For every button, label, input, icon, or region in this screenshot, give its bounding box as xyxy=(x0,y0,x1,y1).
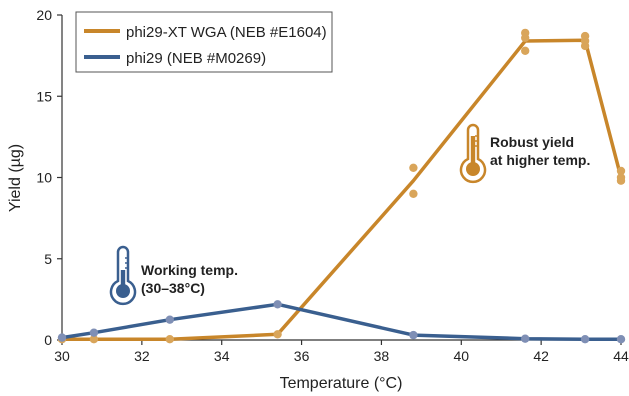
annotation-working-line1: Working temp. xyxy=(141,262,238,278)
y-tick-label: 10 xyxy=(36,170,52,186)
series-phi29 xyxy=(57,300,626,344)
data-point xyxy=(165,335,174,344)
x-tick-label: 36 xyxy=(294,348,310,364)
annotation-robust: Robust yield at higher temp. xyxy=(459,123,590,184)
data-point xyxy=(409,163,418,172)
data-point xyxy=(409,330,418,340)
legend-box xyxy=(75,11,333,73)
data-point xyxy=(580,335,590,344)
x-tick-label: 32 xyxy=(134,348,150,364)
series-phi29-xt xyxy=(57,28,626,344)
x-tick-label: 44 xyxy=(613,348,629,364)
data-point xyxy=(409,189,418,198)
x-tick-label: 30 xyxy=(54,348,70,364)
data-point xyxy=(521,46,530,55)
y-tick-label: 0 xyxy=(44,332,52,348)
legend-label-phi29-xt: phi29-XT WGA (NEB #E1604) xyxy=(126,24,327,41)
data-point xyxy=(273,300,282,309)
x-tick-label: 38 xyxy=(374,348,390,364)
series-line xyxy=(60,302,623,341)
y-tick-label: 15 xyxy=(36,88,52,104)
y-axis-label: Yield (µg) xyxy=(7,144,24,212)
data-point xyxy=(89,328,99,337)
data-point xyxy=(580,41,590,51)
x-tick-label: 34 xyxy=(214,348,230,364)
annotation-robust-line1: Robust yield xyxy=(490,134,574,150)
thermometer-high-icon xyxy=(459,123,487,184)
data-point xyxy=(521,33,530,42)
axes: 30 32 34 36 38 40 42 44 0 5 10 15 20 xyxy=(36,7,629,364)
annotation-working: Working temp. (30–38°C) xyxy=(109,245,238,306)
thermometer-low-icon xyxy=(109,245,137,306)
x-tick-label: 40 xyxy=(453,348,469,364)
x-axis-label: Temperature (°C) xyxy=(280,375,403,392)
data-point xyxy=(89,335,99,344)
legend-label-phi29: phi29 (NEB #M0269) xyxy=(126,50,266,67)
annotation-working-line2: (30–38°C) xyxy=(141,280,205,296)
y-tick-label: 20 xyxy=(36,7,52,23)
data-point xyxy=(521,334,530,343)
series-line xyxy=(60,38,623,341)
legend: phi29-XT WGA (NEB #E1604) phi29 (NEB #M0… xyxy=(75,11,333,73)
data-point xyxy=(616,176,626,185)
y-tick-label: 5 xyxy=(44,251,52,267)
data-point xyxy=(165,315,174,324)
annotation-robust-line2: at higher temp. xyxy=(490,152,590,168)
x-tick-label: 42 xyxy=(533,348,549,364)
data-point xyxy=(616,335,626,344)
data-point xyxy=(616,166,626,176)
data-point xyxy=(273,330,282,339)
plot-area xyxy=(57,28,626,344)
data-point xyxy=(57,333,67,342)
